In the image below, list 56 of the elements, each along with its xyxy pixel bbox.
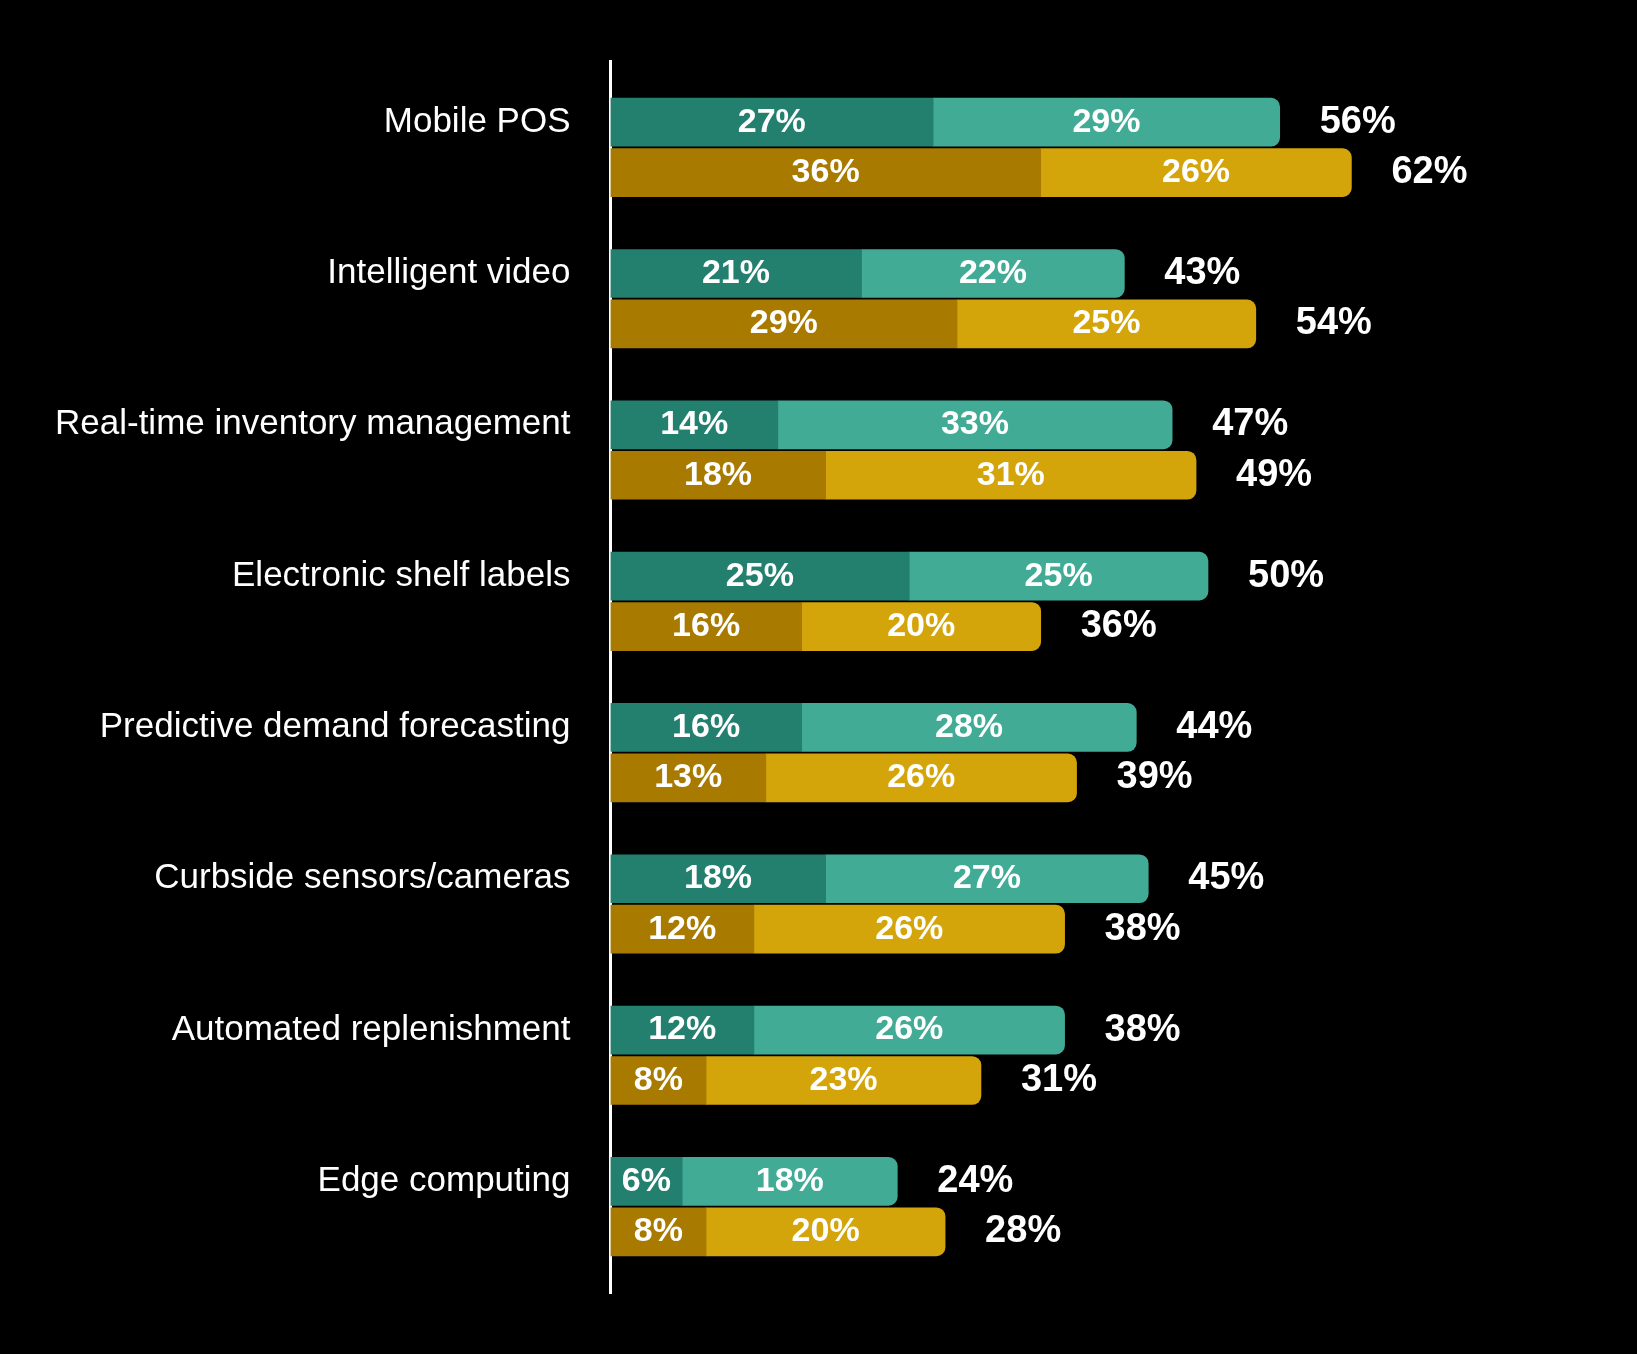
- data-label: 20%: [791, 1210, 860, 1249]
- total-label: 38%: [1104, 905, 1181, 948]
- data-label: 8%: [633, 1058, 683, 1097]
- data-label: 26%: [887, 756, 956, 795]
- data-label: 6%: [621, 1159, 671, 1198]
- total-label: 28%: [985, 1208, 1062, 1251]
- data-label: 25%: [1072, 302, 1141, 341]
- total-label: 62%: [1391, 149, 1468, 192]
- data-label: 14%: [660, 403, 729, 442]
- data-label: 21%: [701, 251, 771, 290]
- total-label: 43%: [1164, 249, 1241, 292]
- total-label: 45%: [1188, 855, 1265, 898]
- y-tick-label: Curbside sensors/cameras: [154, 856, 571, 896]
- total-label: 36%: [1080, 603, 1157, 646]
- y-tick-label: Mobile POS: [383, 99, 571, 139]
- data-label: 28%: [934, 705, 1004, 744]
- total-label: 39%: [1116, 754, 1193, 797]
- total-label: 38%: [1104, 1006, 1181, 1049]
- y-tick-label: Intelligent video: [327, 251, 571, 291]
- data-label: 31%: [976, 453, 1045, 492]
- data-label: 36%: [791, 151, 860, 190]
- total-label: 44%: [1176, 703, 1253, 746]
- data-label: 26%: [1162, 151, 1231, 190]
- total-label: 24%: [937, 1157, 1014, 1200]
- data-label: 23%: [809, 1058, 878, 1097]
- data-label: 16%: [672, 604, 741, 643]
- data-label: 29%: [1072, 100, 1141, 139]
- data-label: 18%: [684, 857, 753, 896]
- data-label: 18%: [684, 453, 753, 492]
- data-label: 33%: [940, 403, 1010, 442]
- data-label: 29%: [749, 302, 818, 341]
- data-label: 16%: [672, 705, 741, 744]
- data-label: 26%: [875, 907, 944, 946]
- data-label: 8%: [633, 1210, 683, 1249]
- total-label: 54%: [1295, 300, 1372, 343]
- data-label: 26%: [875, 1008, 944, 1047]
- y-tick-label: Electronic shelf labels: [232, 553, 571, 593]
- data-label: 25%: [725, 554, 794, 593]
- data-label: 22%: [958, 251, 1027, 290]
- data-label: 27%: [737, 100, 806, 139]
- y-tick-label: Automated replenishment: [171, 1007, 571, 1047]
- y-tick-label: Real-time inventory management: [55, 402, 571, 442]
- data-label: 12%: [648, 907, 717, 946]
- y-tick-label: Predictive demand forecasting: [99, 705, 571, 745]
- total-label: 47%: [1212, 401, 1289, 444]
- total-label: 49%: [1236, 451, 1313, 494]
- data-label: 12%: [648, 1008, 717, 1047]
- data-label: 20%: [887, 604, 956, 643]
- data-label: 25%: [1024, 554, 1093, 593]
- total-label: 31%: [1020, 1056, 1098, 1099]
- total-label: 56%: [1319, 98, 1396, 141]
- total-label: 50%: [1248, 552, 1325, 595]
- data-label: 13%: [654, 756, 723, 795]
- y-tick-label: Edge computing: [317, 1159, 571, 1199]
- data-label: 27%: [952, 857, 1021, 896]
- data-label: 18%: [755, 1159, 824, 1198]
